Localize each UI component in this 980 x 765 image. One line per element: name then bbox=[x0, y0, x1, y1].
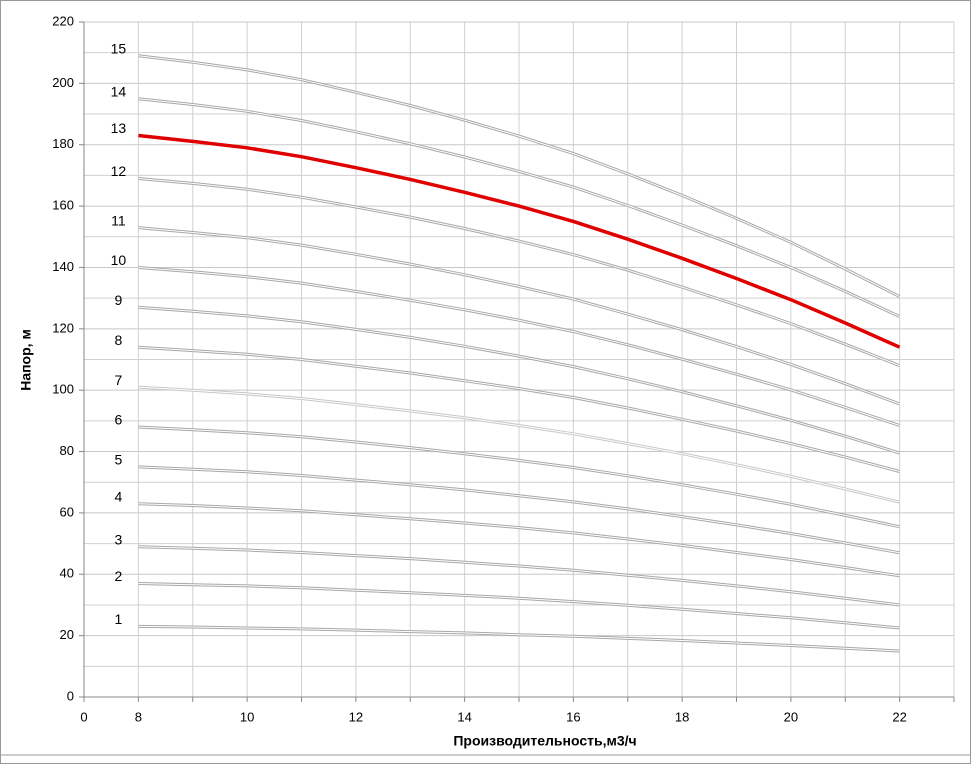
x-tick-label: 22 bbox=[892, 709, 906, 724]
series-label: 1 bbox=[114, 611, 122, 627]
y-axis-title: Напор, м bbox=[18, 329, 34, 391]
series-label: 14 bbox=[111, 83, 127, 99]
series-label: 2 bbox=[114, 568, 122, 584]
series-line-core bbox=[138, 546, 900, 606]
series-label: 9 bbox=[114, 292, 122, 308]
y-tick-label: 80 bbox=[60, 443, 74, 458]
series-line-core bbox=[138, 386, 900, 503]
y-tick-label: 20 bbox=[60, 627, 74, 642]
x-tick-label: 12 bbox=[349, 709, 363, 724]
series-line-core bbox=[138, 55, 900, 298]
y-tick-label: 100 bbox=[52, 382, 74, 397]
series-line-core bbox=[138, 267, 900, 426]
series-line-core bbox=[138, 466, 900, 554]
series-line-core bbox=[138, 426, 900, 528]
y-tick-label: 60 bbox=[60, 504, 74, 519]
x-tick-label: 20 bbox=[784, 709, 798, 724]
series-label: 3 bbox=[114, 531, 122, 547]
y-tick-label: 120 bbox=[52, 320, 74, 335]
x-tick-label: 0 bbox=[80, 709, 87, 724]
y-tick-label: 140 bbox=[52, 259, 74, 274]
y-tick-label: 220 bbox=[52, 13, 74, 28]
x-axis-title: Производительность,м3/ч bbox=[453, 733, 636, 749]
x-tick-label: 8 bbox=[135, 709, 142, 724]
series-line-core bbox=[138, 178, 900, 367]
y-tick-label: 180 bbox=[52, 136, 74, 151]
x-tick-label: 14 bbox=[457, 709, 471, 724]
y-tick-label: 200 bbox=[52, 75, 74, 90]
y-tick-label: 0 bbox=[67, 688, 74, 703]
series-label: 12 bbox=[111, 163, 127, 179]
x-tick-label: 18 bbox=[675, 709, 689, 724]
y-tick-label: 160 bbox=[52, 198, 74, 213]
series-line-core bbox=[138, 98, 900, 317]
series-line-core bbox=[138, 583, 900, 629]
series-label: 11 bbox=[111, 212, 126, 228]
x-tick-label: 10 bbox=[240, 709, 254, 724]
series-label: 6 bbox=[114, 412, 122, 428]
series-line-core bbox=[138, 306, 900, 454]
series-label: 13 bbox=[111, 120, 127, 136]
series-line-core bbox=[138, 625, 900, 652]
y-tick-label: 40 bbox=[60, 566, 74, 581]
series-line bbox=[138, 133, 901, 349]
series-line-core bbox=[138, 227, 900, 405]
series-line-core bbox=[138, 346, 900, 472]
series-label: 4 bbox=[114, 488, 122, 504]
series-label: 10 bbox=[111, 252, 127, 268]
series-label: 15 bbox=[111, 40, 127, 56]
series-label: 5 bbox=[114, 452, 122, 468]
series-label: 8 bbox=[114, 332, 122, 348]
series-line-core bbox=[138, 503, 900, 577]
x-tick-label: 16 bbox=[566, 709, 580, 724]
series-label: 7 bbox=[114, 372, 122, 388]
